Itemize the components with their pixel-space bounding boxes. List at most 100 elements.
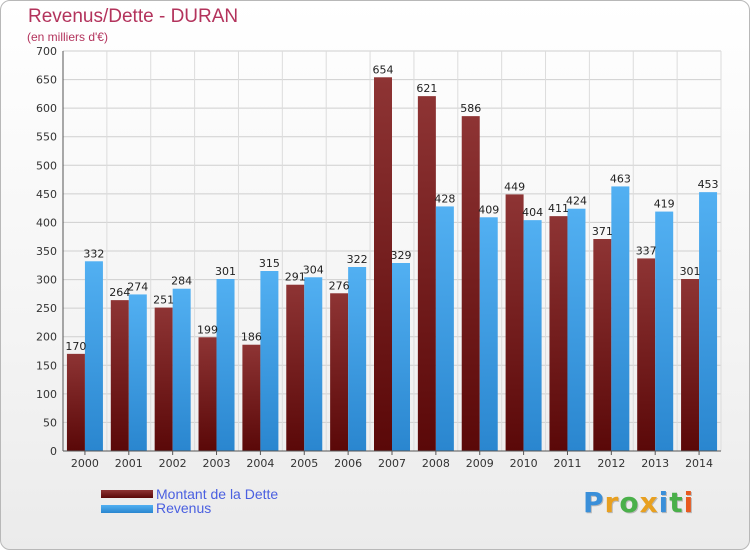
x-tick-label: 2011 (553, 457, 581, 470)
data-label-dette: 411 (548, 202, 569, 215)
x-tick-label: 2014 (685, 457, 713, 470)
data-label-revenus: 404 (522, 206, 543, 219)
bar-dette (286, 284, 305, 451)
bar-revenus (216, 279, 235, 451)
bar-dette (110, 300, 129, 451)
logo-letter: x (639, 486, 659, 519)
bar-dette (593, 239, 612, 451)
x-tick-label: 2012 (597, 457, 625, 470)
data-label-dette: 186 (241, 331, 262, 344)
chart-title: Revenus/Dette - DURAN (28, 6, 239, 27)
x-tick-label: 2009 (466, 457, 494, 470)
data-label-revenus: 453 (698, 178, 719, 191)
bar-dette (330, 293, 349, 451)
data-label-revenus: 274 (127, 280, 148, 293)
y-tick-label: 700 (36, 45, 57, 58)
bar-dette (198, 337, 217, 451)
bar-revenus (611, 186, 630, 451)
x-tick-label: 2002 (159, 457, 187, 470)
bar-revenus (479, 217, 498, 451)
bar-revenus (128, 294, 147, 451)
data-label-dette: 276 (329, 279, 350, 292)
data-label-dette: 337 (636, 244, 657, 257)
x-tick-label: 2013 (641, 457, 669, 470)
bar-revenus (392, 263, 410, 451)
data-label-revenus: 409 (478, 203, 499, 216)
logo-letter: i (683, 486, 695, 519)
data-label-revenus: 463 (610, 172, 631, 185)
y-tick-label: 300 (36, 274, 57, 287)
data-label-dette: 621 (416, 82, 437, 95)
y-tick-label: 650 (36, 74, 57, 87)
data-label-dette: 199 (197, 323, 218, 336)
x-tick-label: 2001 (115, 457, 143, 470)
data-label-revenus: 424 (566, 195, 587, 208)
data-label-revenus: 332 (83, 247, 104, 260)
data-label-dette: 586 (460, 102, 481, 115)
data-label-dette: 291 (285, 271, 306, 284)
bar-revenus (567, 208, 586, 451)
data-label-revenus: 419 (654, 198, 675, 211)
legend-label-revenus: Revenus (156, 500, 212, 516)
x-tick-label: 2006 (334, 457, 362, 470)
x-tick-label: 2004 (246, 457, 274, 470)
axes: 0 50 100 150 200 250 300 350 400 450 500 550 600 650 7… (36, 45, 721, 470)
y-tick-label: 500 (36, 159, 57, 172)
bar-revenus (260, 271, 279, 451)
y-tick-label: 350 (36, 245, 57, 258)
data-label-dette: 264 (109, 286, 130, 299)
bar-dette (681, 279, 700, 451)
legend-swatch-revenus (101, 505, 153, 513)
y-tick-label: 100 (36, 388, 57, 401)
bar-dette (154, 307, 173, 451)
bar-dette (505, 194, 524, 451)
bar-dette (374, 77, 392, 452)
bar-revenus (172, 288, 191, 451)
data-label-dette: 301 (680, 265, 701, 278)
chart-subtitle: (en milliers d'€) (27, 30, 108, 44)
data-label-revenus: 329 (391, 249, 412, 262)
data-label-revenus: 428 (434, 192, 455, 205)
y-tick-label: 400 (36, 216, 57, 229)
bar-dette (242, 344, 261, 451)
bar-revenus (435, 206, 454, 451)
bar-revenus (655, 211, 674, 451)
proxiti-logo: Proxiti (583, 486, 694, 519)
y-tick-label: 50 (43, 416, 57, 429)
x-tick-label: 2003 (203, 457, 231, 470)
y-tick-label: 250 (36, 302, 57, 315)
y-tick-label: 600 (36, 102, 57, 115)
bar-dette (417, 96, 436, 452)
x-tick-label: 2010 (510, 457, 538, 470)
data-label-dette: 251 (153, 294, 174, 307)
data-label-revenus: 304 (303, 263, 324, 276)
logo-letter: P (583, 486, 605, 519)
x-tick-label: 2005 (290, 457, 318, 470)
x-tick-label: 2000 (71, 457, 99, 470)
y-tick-label: 450 (36, 188, 57, 201)
logo-letter: i (658, 486, 670, 519)
data-label-revenus: 301 (215, 265, 236, 278)
bar-dette (549, 216, 568, 451)
data-label-revenus: 284 (171, 275, 192, 288)
legend-label-debt: Montant de la Dette (156, 486, 279, 502)
data-label-dette: 170 (65, 340, 86, 353)
legend-swatch-debt (101, 490, 153, 498)
bar-revenus (348, 267, 367, 451)
bar-dette (66, 353, 85, 451)
bar-dette (637, 258, 656, 451)
bar-revenus (304, 277, 323, 451)
bars (66, 77, 718, 452)
logo-letter: o (619, 486, 640, 519)
bar-revenus (523, 220, 542, 451)
y-tick-label: 200 (36, 331, 57, 344)
bar-dette (461, 116, 480, 452)
data-label-revenus: 315 (259, 257, 280, 270)
x-tick-label: 2007 (378, 457, 406, 470)
data-label-dette: 654 (373, 63, 394, 76)
y-tick-label: 0 (50, 445, 57, 458)
logo-letter: t (669, 486, 684, 519)
